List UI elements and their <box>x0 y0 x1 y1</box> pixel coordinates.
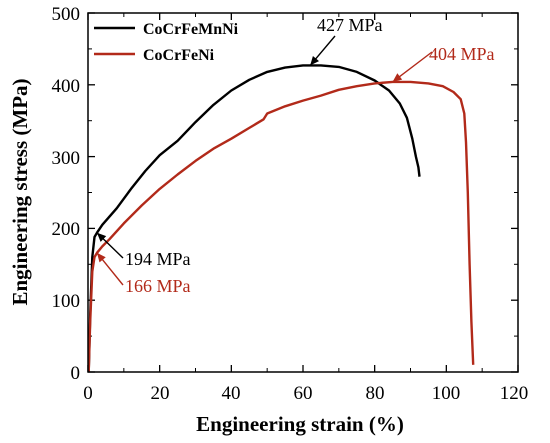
y-tick-label: 100 <box>52 291 81 312</box>
x-tick-label: 0 <box>83 383 93 404</box>
annotation-427-mpa: 427 MPa <box>317 15 383 35</box>
annotation-166-mpa: 166 MPa <box>125 276 191 296</box>
arrow-166-mpa-head <box>96 252 106 263</box>
axis-ticks <box>87 12 519 373</box>
x-tick-label: 20 <box>151 383 170 404</box>
series-line-cocrfemnni <box>87 64 421 373</box>
x-tick-label: 100 <box>432 383 461 404</box>
y-tick-label: 200 <box>52 219 81 240</box>
annotation-194-mpa: 194 MPa <box>125 249 191 269</box>
arrow-404-mpa-head <box>392 73 403 82</box>
x-tick-label: 80 <box>366 383 385 404</box>
y-tick-label: 400 <box>52 76 81 97</box>
x-tick-label: 40 <box>222 383 241 404</box>
x-tick-label: 120 <box>500 383 529 404</box>
x-axis-title: Engineering strain (%) <box>196 412 404 436</box>
arrow-194-mpa-head <box>96 232 107 242</box>
y-axis-title: Engineering stress (MPa) <box>8 78 32 305</box>
legend-label-cocrfemnni: CoCrFeMnNi <box>143 21 239 38</box>
legend-label-cocrfeni: CoCrFeNi <box>143 47 215 64</box>
annotation-404-mpa: 404 MPa <box>429 44 495 64</box>
y-tick-label: 300 <box>52 148 81 169</box>
arrow-427-mpa-head <box>310 55 320 66</box>
annotations <box>96 35 433 286</box>
curves <box>87 64 475 373</box>
y-tick-label: 0 <box>71 363 81 384</box>
plot-frame <box>87 12 519 373</box>
series-line-cocrfeni <box>87 80 475 373</box>
x-tick-label: 60 <box>294 383 313 404</box>
y-tick-label: 500 <box>52 4 81 25</box>
